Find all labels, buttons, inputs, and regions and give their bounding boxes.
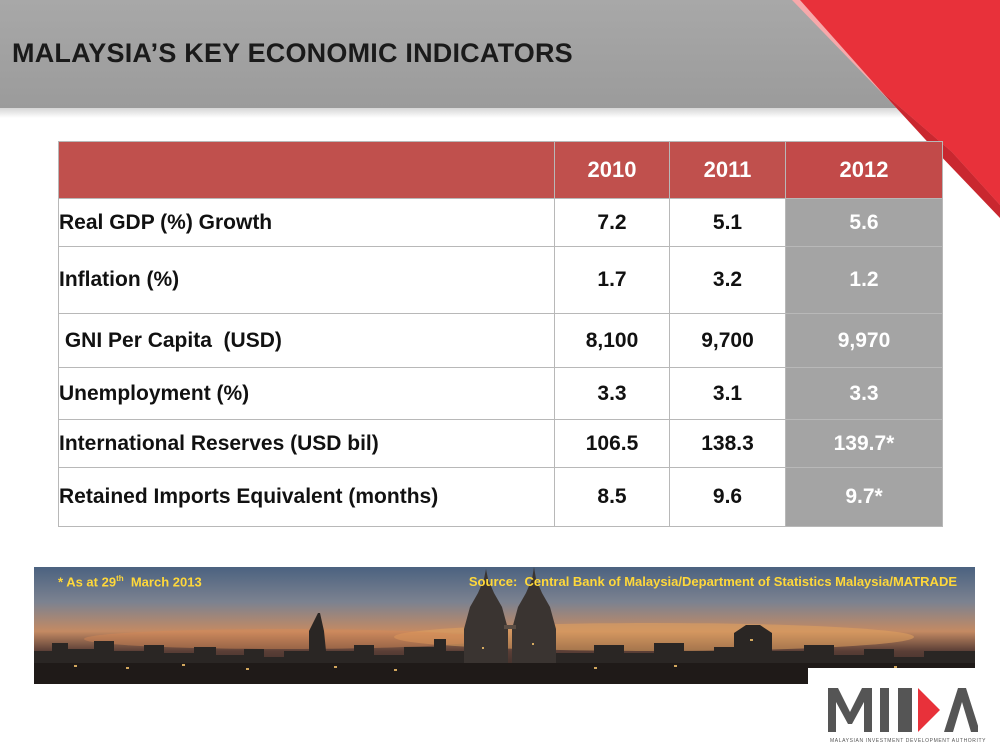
footnote-text: * As at 29 bbox=[58, 574, 117, 590]
header-blank-cell bbox=[58, 141, 555, 199]
cell-value: 5.1 bbox=[669, 198, 786, 247]
indicators-table: 2010 2011 2012 Real GDP (%) Growth 7.2 5… bbox=[58, 141, 943, 527]
table-row: Unemployment (%) 3.3 3.1 3.3 bbox=[58, 367, 943, 420]
column-header: 2012 bbox=[785, 141, 943, 199]
table-row: Inflation (%) 1.7 3.2 1.2 bbox=[58, 246, 943, 314]
cell-value: 8.5 bbox=[554, 467, 670, 527]
table-row: Real GDP (%) Growth 7.2 5.1 5.6 bbox=[58, 198, 943, 247]
cell-value: 8,100 bbox=[554, 313, 670, 368]
cell-value-highlight: 3.3 bbox=[785, 367, 943, 420]
table-header-row: 2010 2011 2012 bbox=[58, 141, 943, 199]
footnote: * As at 29th March 2013 bbox=[58, 574, 202, 589]
cell-value-highlight: 1.2 bbox=[785, 246, 943, 314]
cell-value: 106.5 bbox=[554, 419, 670, 468]
cell-value: 138.3 bbox=[669, 419, 786, 468]
cell-value-highlight: 5.6 bbox=[785, 198, 943, 247]
row-label: Real GDP (%) Growth bbox=[58, 198, 555, 247]
page-title: MALAYSIA’S KEY ECONOMIC INDICATORS bbox=[12, 38, 573, 68]
mida-logo: MALAYSIAN INVESTMENT DEVELOPMENT AUTHORI… bbox=[808, 668, 1000, 750]
footnote-date: March 2013 bbox=[123, 574, 202, 590]
cell-value-highlight: 139.7* bbox=[785, 419, 943, 468]
table-row: Retained Imports Equivalent (months) 8.5… bbox=[58, 467, 943, 527]
cell-value-highlight: 9.7* bbox=[785, 467, 943, 527]
table-row: GNI Per Capita (USD) 8,100 9,700 9,970 bbox=[58, 313, 943, 368]
row-label: GNI Per Capita (USD) bbox=[58, 313, 555, 368]
cell-value: 3.2 bbox=[669, 246, 786, 314]
cell-value: 3.3 bbox=[554, 367, 670, 420]
mida-logo-mark bbox=[828, 688, 978, 732]
cell-value: 3.1 bbox=[669, 367, 786, 420]
cell-value: 1.7 bbox=[554, 246, 670, 314]
row-label: Retained Imports Equivalent (months) bbox=[58, 467, 555, 527]
table-row: International Reserves (USD bil) 106.5 1… bbox=[58, 419, 943, 468]
column-header: 2010 bbox=[554, 141, 670, 199]
footnote-superscript: th bbox=[116, 574, 124, 583]
logo-tagline: MALAYSIAN INVESTMENT DEVELOPMENT AUTHORI… bbox=[830, 738, 987, 744]
cell-value: 9,700 bbox=[669, 313, 786, 368]
row-label: Inflation (%) bbox=[58, 246, 555, 314]
source-note: Source: Central Bank of Malaysia/Departm… bbox=[468, 574, 957, 589]
row-label: Unemployment (%) bbox=[58, 367, 555, 420]
row-label: International Reserves (USD bil) bbox=[58, 419, 555, 468]
cell-value: 7.2 bbox=[554, 198, 670, 247]
cell-value: 9.6 bbox=[669, 467, 786, 527]
cell-value-highlight: 9,970 bbox=[785, 313, 943, 368]
title-bar-shadow bbox=[0, 108, 1000, 118]
skyline-banner: * As at 29th March 2013 Source: Central … bbox=[34, 567, 975, 684]
column-header: 2011 bbox=[669, 141, 786, 199]
